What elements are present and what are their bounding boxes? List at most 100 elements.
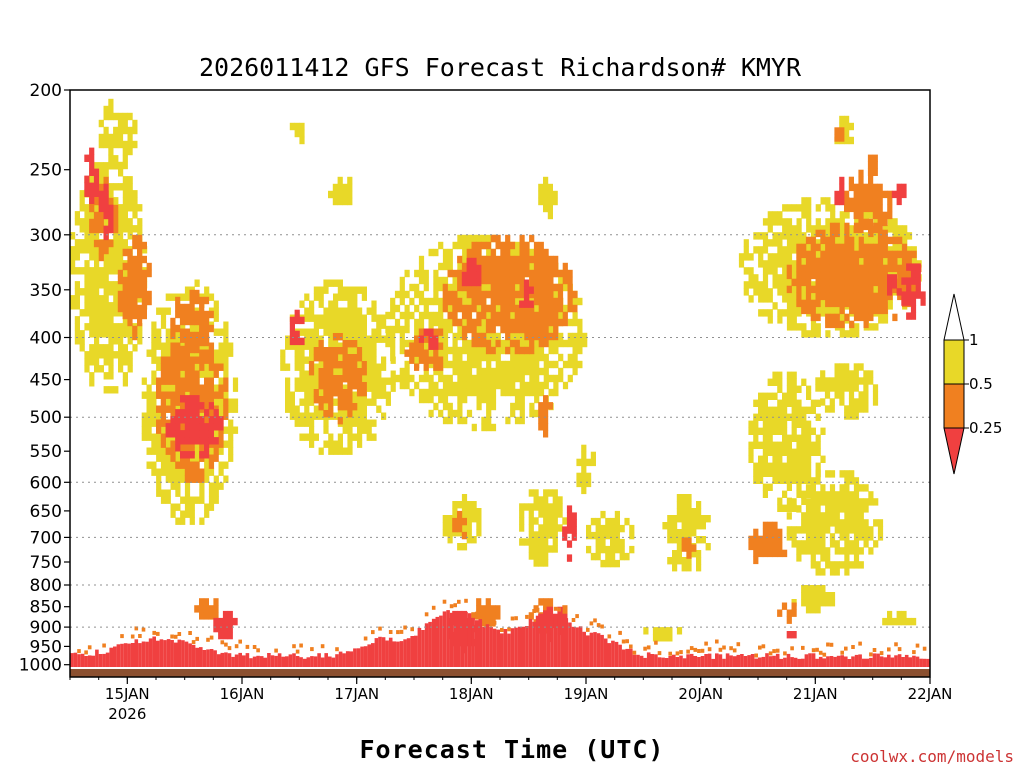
region-cell (505, 311, 511, 320)
surface-layer-cell (686, 649, 690, 654)
region-cell (151, 461, 157, 469)
region-cell (762, 549, 768, 558)
region-cell (218, 482, 224, 490)
region-cell (844, 250, 850, 259)
region-cell (505, 269, 511, 278)
region-cell (490, 318, 496, 327)
region-cell (667, 634, 673, 642)
surface-layer-cell (188, 631, 192, 635)
region-cell (457, 332, 463, 341)
region-cell (232, 377, 239, 385)
region-cell (481, 339, 487, 348)
region-cell (548, 283, 554, 292)
region-cell (418, 388, 425, 397)
region-cell (820, 285, 826, 294)
region-cell (385, 391, 391, 399)
region-cell (743, 288, 749, 296)
region-cell (614, 559, 620, 568)
region-cell (782, 246, 788, 254)
region-cell (839, 211, 845, 219)
surface-layer-column (353, 648, 357, 669)
region-cell (815, 599, 821, 607)
region-cell (79, 344, 85, 352)
region-cell (514, 304, 520, 313)
region-cell (767, 211, 773, 219)
region-yellow-28 (586, 510, 635, 568)
region-cell (342, 426, 348, 434)
region-cell (466, 522, 472, 530)
region-cell (548, 325, 554, 334)
region-cell (897, 250, 903, 259)
region-cell (347, 321, 353, 329)
region-cell (304, 405, 310, 413)
region-cell (347, 340, 353, 348)
region-cell (858, 190, 864, 199)
surface-layer-column (786, 653, 791, 669)
region-cell (872, 197, 878, 206)
region-cell (577, 325, 583, 334)
surface-layer-column (313, 656, 318, 669)
region-cell (132, 311, 138, 320)
region-cell (223, 335, 229, 343)
region-cell (619, 538, 625, 547)
region-cell (117, 133, 124, 142)
region-cell (676, 557, 682, 565)
region-cell (151, 377, 157, 385)
region-cell (844, 498, 850, 506)
region-cell (839, 547, 845, 555)
region-cell (156, 335, 162, 343)
region-cell (825, 470, 831, 478)
surface-layer-column (704, 654, 708, 669)
region-cell (863, 264, 869, 273)
surface-layer-column (335, 654, 339, 669)
region-cell (333, 293, 339, 301)
region-cell (873, 306, 879, 315)
region-cell (438, 241, 444, 250)
surface-layer-column (686, 654, 690, 669)
region-cell (180, 356, 186, 364)
region-cell (557, 283, 564, 292)
region-cell (868, 498, 874, 506)
region-cell (165, 356, 171, 364)
region-cell (122, 119, 128, 128)
region-cell (605, 545, 611, 554)
region-cell (481, 304, 487, 313)
region-cell (519, 416, 525, 425)
region-cell (667, 536, 673, 544)
region-cell (519, 346, 525, 355)
region-cell (705, 515, 711, 523)
region-cell (543, 423, 549, 431)
region-cell (481, 297, 487, 306)
region-cell (839, 134, 845, 142)
region-cell (381, 314, 387, 322)
region-cell (553, 388, 559, 397)
region-yellow-26 (519, 489, 568, 567)
region-cell (438, 374, 444, 383)
region-cell (858, 232, 865, 240)
region-cell (74, 211, 80, 219)
region-cell (409, 311, 415, 320)
region-cell (471, 325, 477, 334)
region-cell (820, 302, 826, 310)
region-cell (294, 316, 300, 325)
region-cell (801, 519, 807, 527)
region-cell (672, 522, 678, 530)
surface-layer-column (148, 638, 153, 669)
region-cell (228, 433, 234, 441)
region-cell (409, 283, 415, 292)
region-cell (810, 281, 817, 289)
region-cell (572, 297, 578, 306)
region-cell (873, 292, 879, 301)
region-cell (189, 356, 195, 364)
region-cell (796, 385, 802, 393)
region-cell (877, 211, 883, 220)
region-cell (70, 295, 76, 303)
region-cell (352, 286, 358, 294)
region-cell (118, 281, 124, 289)
region-cell (681, 544, 687, 552)
region-cell (89, 189, 95, 197)
region-cell (786, 462, 792, 470)
region-cell (213, 454, 219, 462)
region-cell (404, 367, 410, 376)
region-cell (538, 409, 544, 417)
